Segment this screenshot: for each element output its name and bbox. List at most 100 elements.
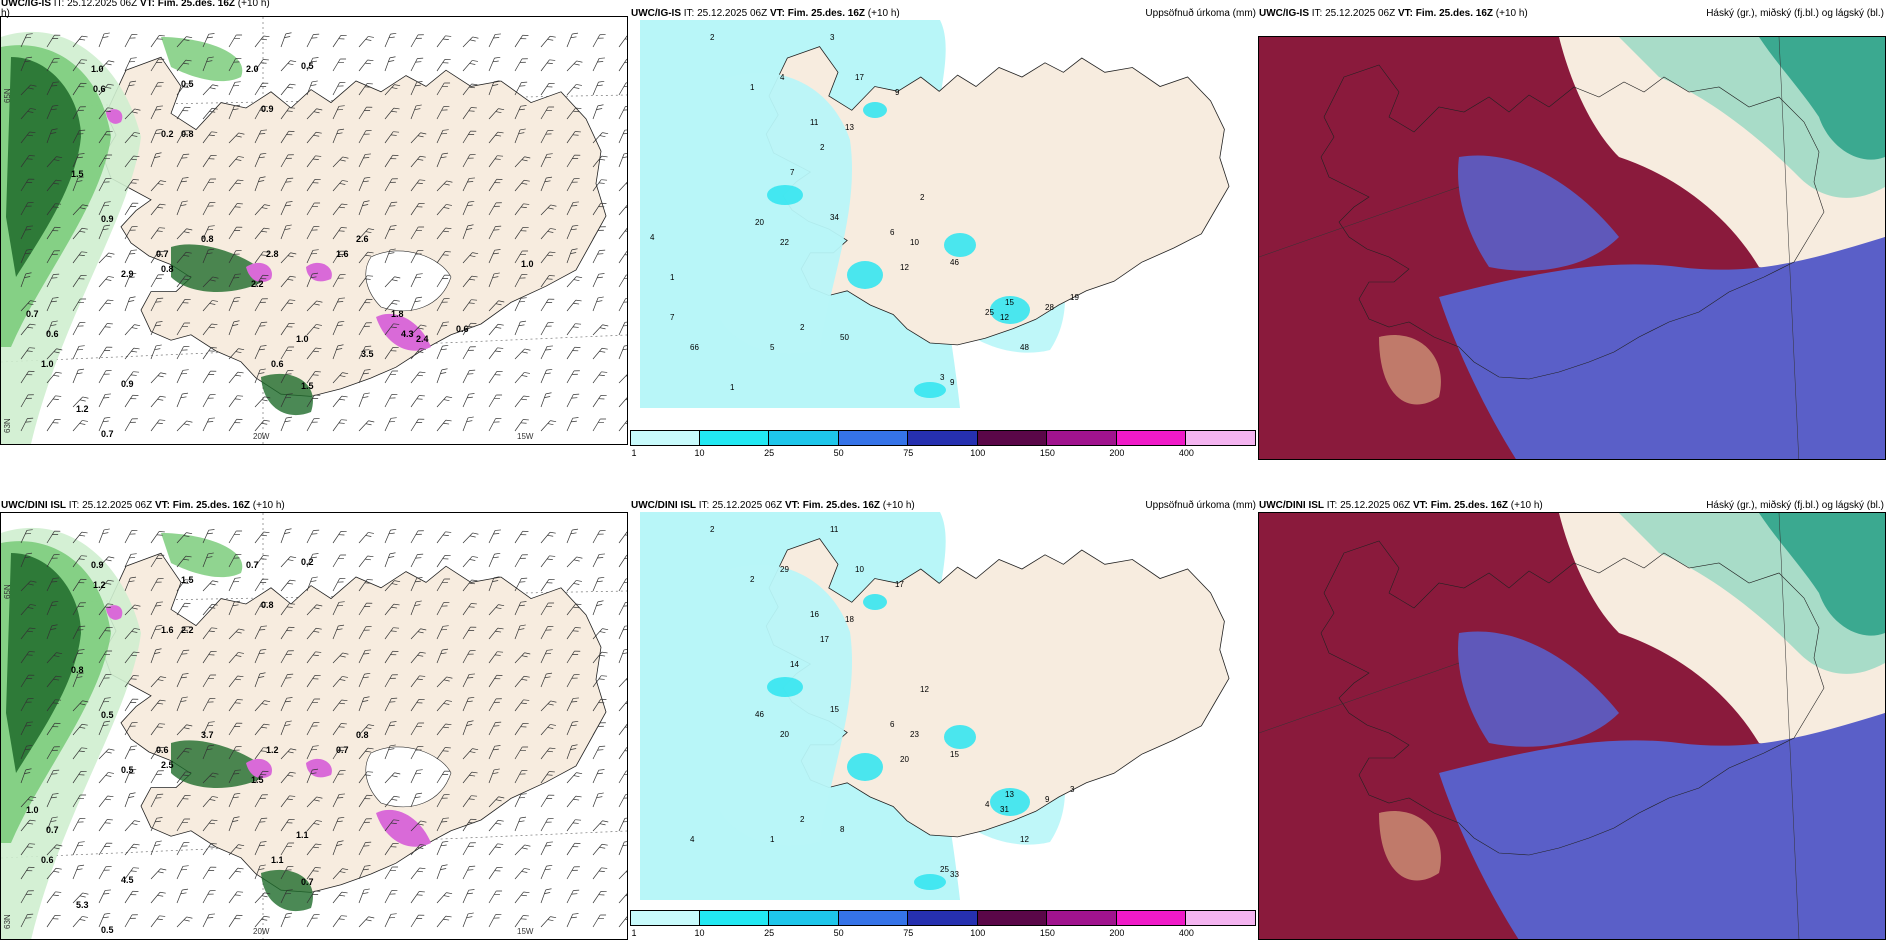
wind-barb: [462, 200, 475, 216]
wind-barb: [280, 323, 295, 336]
wind-barb: [46, 844, 63, 856]
wind-barb: [306, 324, 322, 336]
wind-barb: [124, 698, 139, 712]
wind-barb: [306, 867, 321, 880]
wind-barb: [280, 393, 293, 408]
wind-barb: [540, 794, 555, 808]
wind-barb: [358, 888, 370, 904]
precip-value-label: 25: [985, 308, 994, 317]
precip-value-label: 4: [985, 800, 990, 809]
wind-map-frame: 0.9 1.2 1.5 0.7 0.2 0.8 1.6 2.2 0.8 0.5 0.6 2.5 3.7 1…: [0, 512, 628, 940]
wind-barb: [592, 155, 608, 168]
wind-barb: [332, 770, 346, 784]
wind-barb: [618, 915, 627, 928]
wind-barb: [358, 747, 374, 760]
wind-barb: [332, 531, 347, 544]
precip-value-label: 0.8: [71, 665, 84, 675]
precip-value-label: 4: [780, 73, 785, 82]
wind-barb: [514, 699, 530, 712]
wind-barb: [462, 795, 478, 808]
wind-barb: [514, 530, 529, 544]
wind-barb: [72, 864, 85, 880]
wind-barb: [384, 772, 401, 784]
colorbar-swatch: [630, 430, 700, 446]
precip-value-label: 3.5: [361, 349, 374, 359]
wind-barb: [332, 891, 348, 904]
precip-value-label: 17: [895, 580, 904, 589]
wind-barb: [332, 274, 346, 288]
wind-barb: [72, 892, 89, 904]
wind-barb: [566, 913, 579, 928]
wind-barb: [124, 529, 138, 544]
wind-barb: [384, 32, 397, 48]
wind-barb: [436, 676, 453, 688]
wind-barb: [72, 275, 87, 288]
wind-barb: [566, 556, 583, 568]
lon-label-1: 20W: [253, 432, 270, 441]
wind-barb: [618, 700, 627, 712]
wind-barb: [358, 176, 371, 192]
wind-barb: [150, 770, 164, 784]
wind-barb: [228, 179, 244, 192]
wind-barb: [98, 720, 111, 736]
colorbar-swatch: [908, 910, 978, 926]
wind-barb: [124, 867, 140, 880]
wind-barb: [410, 792, 423, 808]
wind-barb: [436, 864, 448, 880]
wind-barb: [176, 275, 192, 288]
wind-barb: [384, 552, 396, 568]
wind-barb: [176, 673, 189, 688]
wind-barb: [98, 748, 115, 760]
colorbar-swatch: [769, 430, 839, 446]
wind-barb: [462, 369, 476, 384]
wind-barb: [306, 796, 323, 808]
wind-barb: [228, 320, 240, 336]
wind-barb: [488, 721, 502, 736]
wind-barb: [254, 555, 269, 568]
precip-value-label: 0.2: [161, 129, 174, 139]
wind-barb: [566, 866, 580, 880]
wind-barb: [332, 250, 347, 264]
wind-barb: [202, 552, 214, 568]
wind-barb: [410, 249, 424, 264]
wind-barb: [436, 892, 453, 904]
wind-barb: [254, 578, 269, 592]
wind-barb: [410, 226, 425, 240]
wind-barb: [358, 555, 374, 568]
wind-barb: [176, 626, 190, 640]
wind-barb: [150, 105, 163, 120]
wind-barb: [358, 298, 373, 312]
wind-barb: [592, 371, 608, 384]
graticule-line: [1778, 37, 1800, 459]
wind-barb: [202, 772, 219, 784]
wind-barb: [254, 82, 269, 96]
wind-barb: [540, 83, 555, 96]
wind-barb: [150, 554, 165, 568]
precip-value-label: 0.9: [121, 379, 134, 389]
wind-barb: [98, 323, 113, 336]
wind-barb: [150, 891, 166, 904]
wind-barb: [358, 602, 373, 616]
precip-value-label: 0.7: [336, 745, 349, 755]
wind-barb: [436, 180, 453, 192]
wind-barb: [202, 225, 215, 240]
wind-barb: [410, 914, 425, 928]
wind-barb: [280, 603, 296, 616]
wind-barb: [72, 625, 86, 640]
wind-barb: [280, 32, 292, 48]
wind-barb: [150, 648, 162, 664]
wind-barb: [98, 107, 114, 120]
wind-barb: [566, 842, 581, 856]
wind-barb: [618, 82, 627, 96]
wind-barb: [540, 345, 553, 360]
wind-barb: [488, 576, 500, 592]
wind-barb: [72, 817, 86, 832]
wind-barb: [98, 393, 111, 408]
wind-barb: [280, 154, 294, 168]
precip-cell: [914, 874, 946, 890]
wind-barb: [358, 420, 375, 432]
wind-barb: [280, 416, 293, 432]
wind-map-frame: 1.0 0.6 0.5 2.0 0.5 0.9 0.2 0.8 1.5 0.9 0.7 0.8 0.8 2…: [0, 16, 628, 445]
wind-barb: [72, 396, 89, 408]
wind-barb: [98, 795, 114, 808]
